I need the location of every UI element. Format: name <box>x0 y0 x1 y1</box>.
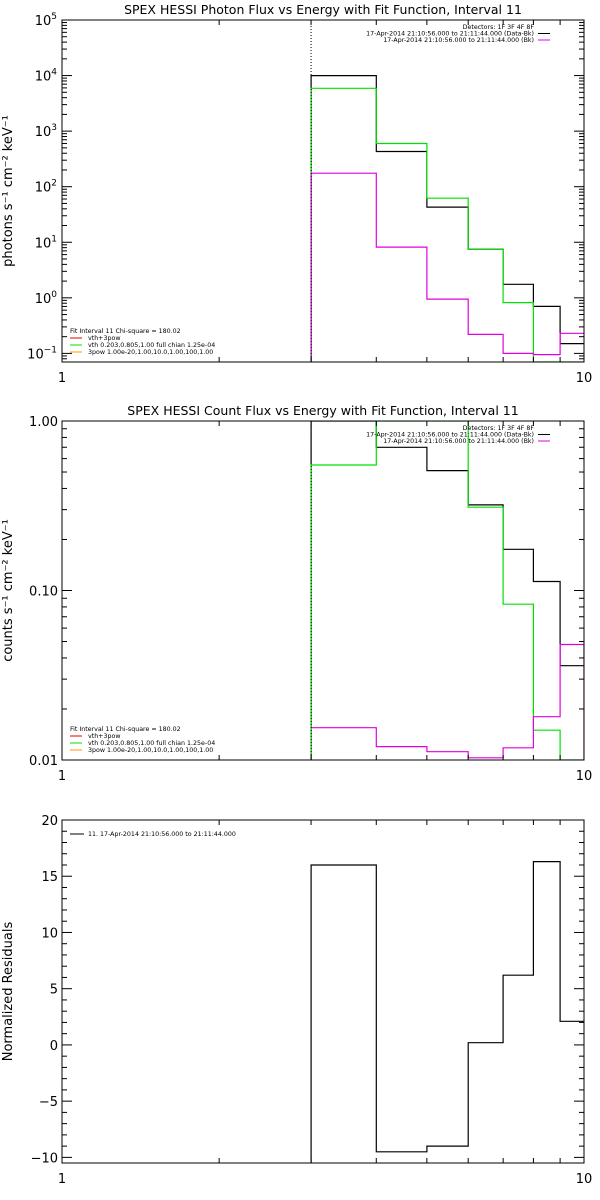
legend-entry: 3pow 1.00e-20,1.00,10.0,1.00,100,1.00 <box>88 747 213 754</box>
legend-entry: Detectors: 1F 3F 4F 8F <box>463 425 535 432</box>
x-tick-label: 10 <box>576 1172 593 1187</box>
chart-panel-3: 1 10 −10 −5 0 5 10 15 20 Normalized Residuals 11. … <box>1 814 592 1187</box>
chart-title: SPEX HESSI Photon Flux vs Energy with Fi… <box>124 2 522 17</box>
plot-frame <box>61 420 585 761</box>
legend-entry: vth+3pow <box>88 335 120 342</box>
y-tick-label: 10 <box>41 926 58 941</box>
series-line-2 <box>310 421 584 760</box>
y-tick-label: 1.00 <box>29 415 58 430</box>
y-tick-label: −10 <box>31 1151 58 1166</box>
plot-frame <box>61 19 585 363</box>
y-tick-label: 101 <box>35 234 57 251</box>
y-tick-label: 102 <box>35 179 57 196</box>
legend-entry: 3pow 1.00e-20,1.00,10.0,1.00,100,1.00 <box>88 349 213 356</box>
legend-entry: 17-Apr-2014 21:10:56.000 to 21:11:44.000… <box>383 438 534 445</box>
x-tick-label: 1 <box>58 769 66 784</box>
y-axis-label: Normalized Residuals <box>1 922 16 1062</box>
series-line-3 <box>310 172 584 362</box>
legend-entry: Fit Interval 11 Chi-square = 180.02 <box>70 726 181 733</box>
y-tick-label: 103 <box>35 123 57 140</box>
legend-entry: vth 0.203,0.805,1.00 full chian 1.25e-04 <box>88 740 215 747</box>
series-line-1 <box>310 74 584 362</box>
chart-panel-2: 1 10 0.01 0.10 1.00 SPEX HESSI Count Flux vs … <box>1 403 592 784</box>
legend-entry: Detectors: 1F 3F 4F 8F <box>463 24 535 31</box>
y-tick-label: 20 <box>41 814 58 829</box>
series-line-2 <box>310 87 584 362</box>
legend-entry: vth 0.203,0.805,1.00 full chian 1.25e-04 <box>88 342 215 349</box>
x-tick-label: 1 <box>58 1172 66 1187</box>
y-tick-label: 104 <box>35 68 58 85</box>
legend-entry: 17-Apr-2014 21:10:56.000 to 21:11:44.000… <box>383 37 534 44</box>
y-tick-label: 100 <box>35 290 58 307</box>
y-tick-label: 0.01 <box>29 754 58 769</box>
legend-entry: 11. 17-Apr-2014 21:10:56.000 to 21:11:44… <box>88 831 236 838</box>
y-axis-label: counts s⁻¹ cm⁻² keV⁻¹ <box>1 519 16 662</box>
legend-entry: 17-Apr-2014 21:10:56.000 to 21:11:44.000… <box>366 432 534 439</box>
series-line-3 <box>311 643 584 760</box>
y-tick-label: 105 <box>35 12 57 29</box>
series-line-1 <box>310 860 584 1163</box>
y-axis-label: photons s⁻¹ cm⁻² keV⁻¹ <box>1 115 16 267</box>
chart-title: SPEX HESSI Count Flux vs Energy with Fit… <box>127 403 518 418</box>
x-tick-label: 1 <box>58 371 66 386</box>
chart-panel-1: 1 10 10−1 100 101 102 103 104 105 SPEX HESSI Phot… <box>1 2 592 386</box>
series-line-1 <box>310 421 584 760</box>
y-tick-label: 15 <box>41 870 58 885</box>
y-tick-label: 0 <box>50 1039 58 1054</box>
legend-entry: 17-Apr-2014 21:10:56.000 to 21:11:44.000… <box>366 31 534 38</box>
legend-entry: Fit Interval 11 Chi-square = 180.02 <box>70 328 181 335</box>
legend-entry: vth+3pow <box>88 733 120 740</box>
x-tick-label: 10 <box>576 769 593 784</box>
y-tick-label: −5 <box>39 1095 58 1110</box>
y-tick-label: 10−1 <box>27 345 57 362</box>
plot-frame <box>61 819 585 1164</box>
y-tick-label: 0.10 <box>29 585 58 600</box>
y-tick-label: 5 <box>50 983 58 998</box>
x-tick-label: 10 <box>576 371 593 386</box>
